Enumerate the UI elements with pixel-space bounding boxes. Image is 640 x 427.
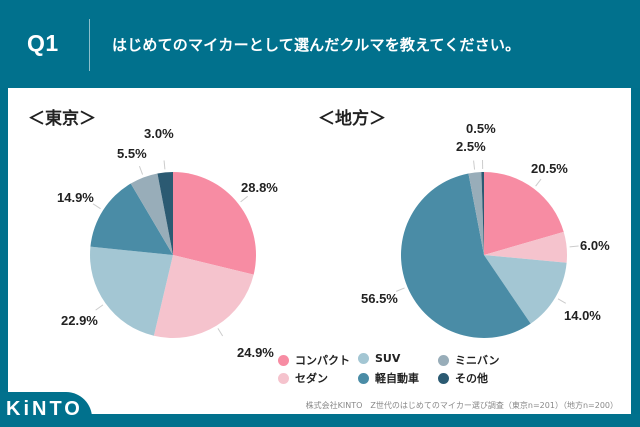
chiho-label-compact: 20.5% — [531, 161, 568, 176]
chiho-leader-kei — [396, 287, 405, 292]
tokyo-label-kei: 14.9% — [57, 190, 94, 205]
chiho-leader-minivan — [473, 160, 476, 170]
legend-dot — [438, 354, 449, 366]
legend-item-compact: コンパクト — [278, 352, 350, 368]
chiho-slice-minivan — [468, 172, 484, 255]
tokyo-slice-minivan — [130, 173, 173, 255]
tokyo-slice-other — [157, 172, 173, 255]
bottom-bar — [0, 414, 640, 427]
tokyo-leader-kei — [92, 203, 101, 210]
chiho-title: ＜地方＞ — [318, 109, 386, 129]
legend-dot — [358, 353, 369, 364]
chiho-slice-suv — [484, 255, 567, 324]
kinto-logo: KiNTO — [6, 398, 83, 420]
source-note: 株式会社KINTO Z世代のはじめてのマイカー選び調査（東京n=201）（地方n… — [305, 401, 618, 410]
tokyo-leader-minivan — [138, 165, 144, 175]
tokyo-slice-compact — [173, 172, 256, 275]
question-text: はじめてのマイカーとして選んだクルマを教えてください。 — [112, 36, 521, 54]
logo-tab — [0, 392, 92, 427]
legend-label: ミニバン — [455, 354, 500, 367]
tokyo-label-sedan: 24.9% — [237, 345, 274, 360]
tokyo-label-other: 3.0% — [144, 126, 174, 141]
legend-item-minivan: ミニバン — [438, 352, 500, 368]
legend-label: 軽自動車 — [375, 372, 419, 385]
legend-dot — [278, 354, 289, 366]
chiho-leader-suv — [557, 298, 567, 304]
header-bar: Q1 はじめてのマイカーとして選んだクルマを教えてください。 — [0, 0, 640, 88]
tokyo-label-suv: 22.9% — [61, 313, 98, 328]
legend-label: その他 — [455, 372, 488, 385]
tokyo-leader-other — [163, 160, 166, 170]
legend-label: SUV — [375, 352, 401, 365]
legend-dot — [278, 372, 289, 384]
chiho-leader-compact — [535, 178, 542, 187]
legend-label: コンパクト — [295, 354, 350, 367]
legend-dot — [358, 372, 369, 384]
chiho-slice-sedan — [484, 231, 567, 263]
chiho-label-minivan: 2.5% — [456, 139, 486, 154]
chiho-label-kei: 56.5% — [361, 291, 398, 306]
legend-item-other: その他 — [438, 370, 488, 386]
legend-item-sedan: セダン — [278, 370, 328, 386]
legend-item-kei: 軽自動車 — [358, 370, 419, 386]
tokyo-slice-sedan — [153, 255, 254, 338]
chiho-slice-kei — [400, 173, 531, 339]
chiho-slice-compact — [484, 172, 564, 255]
tokyo-title: ＜東京＞ — [28, 109, 96, 129]
chiho-label-other: 0.5% — [466, 121, 496, 136]
tokyo-leader-suv — [95, 304, 104, 311]
chiho-slice-other — [481, 172, 484, 255]
tokyo-leader-sedan — [217, 328, 224, 337]
tokyo-slice-suv — [90, 246, 173, 336]
legend-item-suv: SUV — [358, 352, 400, 365]
tokyo-label-minivan: 5.5% — [117, 146, 147, 161]
header-divider — [89, 19, 90, 71]
tokyo-slice-kei — [90, 183, 173, 255]
legend-label: セダン — [295, 372, 328, 385]
tokyo-label-compact: 28.8% — [241, 180, 278, 195]
chiho-label-sedan: 6.0% — [580, 238, 610, 253]
chiho-leader-sedan — [569, 245, 579, 248]
legend-dot — [438, 372, 449, 384]
chiho-label-suv: 14.0% — [564, 308, 601, 323]
question-number: Q1 — [27, 30, 59, 56]
tokyo-leader-compact — [240, 195, 249, 203]
